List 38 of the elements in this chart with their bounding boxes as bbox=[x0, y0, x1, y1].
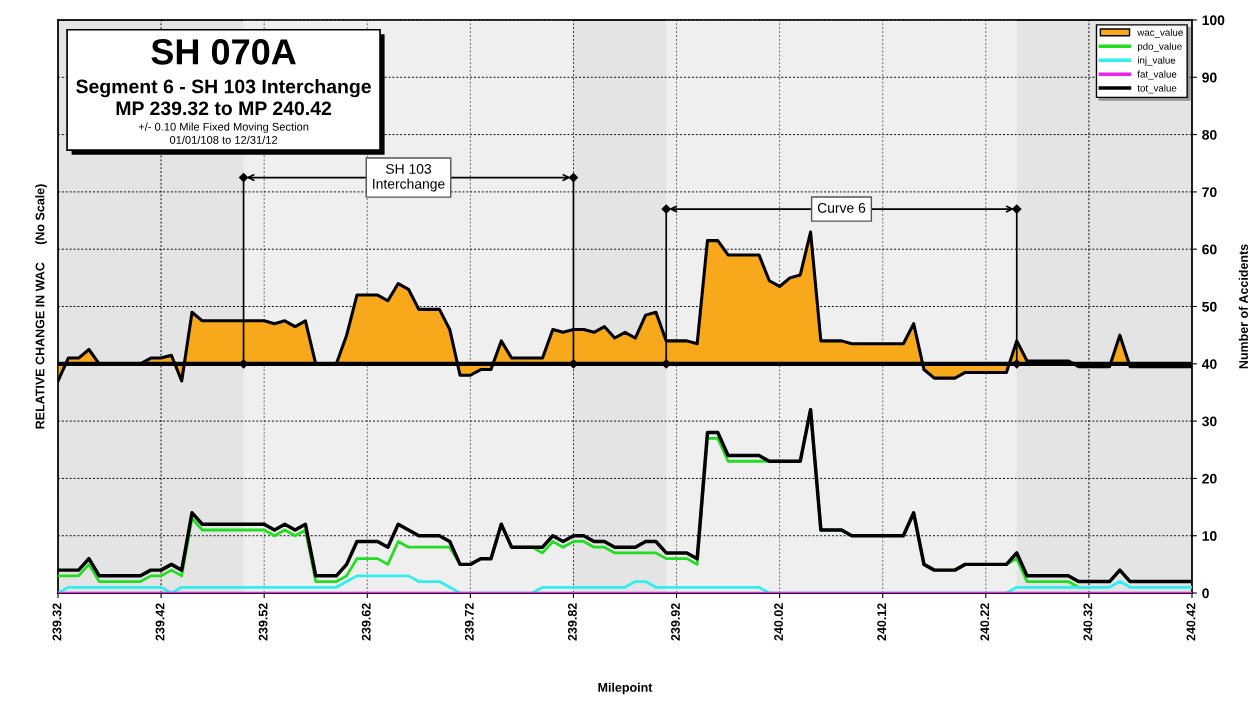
annotation: 01/01/108 to 12/31/12 bbox=[169, 135, 278, 144]
y2-tick-label: 70 bbox=[1202, 187, 1217, 198]
y2-tick-label: 30 bbox=[1202, 416, 1217, 427]
x-tick-label: 240.12 bbox=[877, 603, 887, 641]
y-axis-title: RELATIVE CHANGE IN WAC (No Scale) bbox=[35, 184, 47, 429]
annotation: +/- 0.10 Mile Fixed Moving Section bbox=[138, 122, 309, 133]
x-tick-label: 239.72 bbox=[464, 603, 474, 641]
y2-tick-label: 80 bbox=[1202, 129, 1217, 140]
x-axis-title: Milepoint bbox=[598, 682, 653, 695]
annotation: SH 070A bbox=[151, 39, 296, 65]
legend-label: fat_value bbox=[1137, 70, 1177, 80]
band-label: SH 103 Interchange bbox=[373, 163, 445, 192]
y2-tick-label: 50 bbox=[1202, 301, 1217, 312]
y2-tick-label: 20 bbox=[1202, 473, 1217, 484]
y2-tick-label: 100 bbox=[1202, 15, 1225, 26]
y2-tick-label: 40 bbox=[1201, 359, 1217, 369]
y2-tick-label: 60 bbox=[1202, 244, 1217, 255]
legend-label: tot_value bbox=[1137, 84, 1177, 94]
annotation: MP 239.32 to MP 240.42 bbox=[116, 101, 332, 116]
band-label: Curve 6 bbox=[817, 202, 866, 213]
x-tick-label: 240.22 bbox=[980, 603, 990, 641]
legend-label: wac_value bbox=[1137, 28, 1183, 38]
x-tick-label: 239.62 bbox=[361, 603, 371, 641]
y2-tick-label: 90 bbox=[1202, 72, 1217, 83]
legend-label: pdo_value bbox=[1137, 42, 1182, 52]
x-tick-label: 240.32 bbox=[1083, 603, 1093, 641]
x-tick-label: 239.52 bbox=[258, 603, 268, 641]
x-tick-label: 240.42 bbox=[1186, 603, 1196, 641]
annotation: Segment 6 - SH 103 Interchange bbox=[76, 79, 371, 98]
legend-label: inj_value bbox=[1137, 56, 1176, 66]
x-tick-label: 240.02 bbox=[774, 603, 783, 641]
y2-tick-label: 10 bbox=[1202, 531, 1217, 541]
x-tick-label: 239.82 bbox=[567, 603, 577, 641]
x-tick-label: 239.42 bbox=[155, 603, 165, 641]
y2-axis-title: Number of Accidents bbox=[1238, 244, 1248, 369]
x-tick-label: 239.92 bbox=[671, 603, 680, 641]
y2-tick-label: 0 bbox=[1202, 588, 1209, 599]
x-tick-label: 239.32 bbox=[52, 603, 62, 641]
